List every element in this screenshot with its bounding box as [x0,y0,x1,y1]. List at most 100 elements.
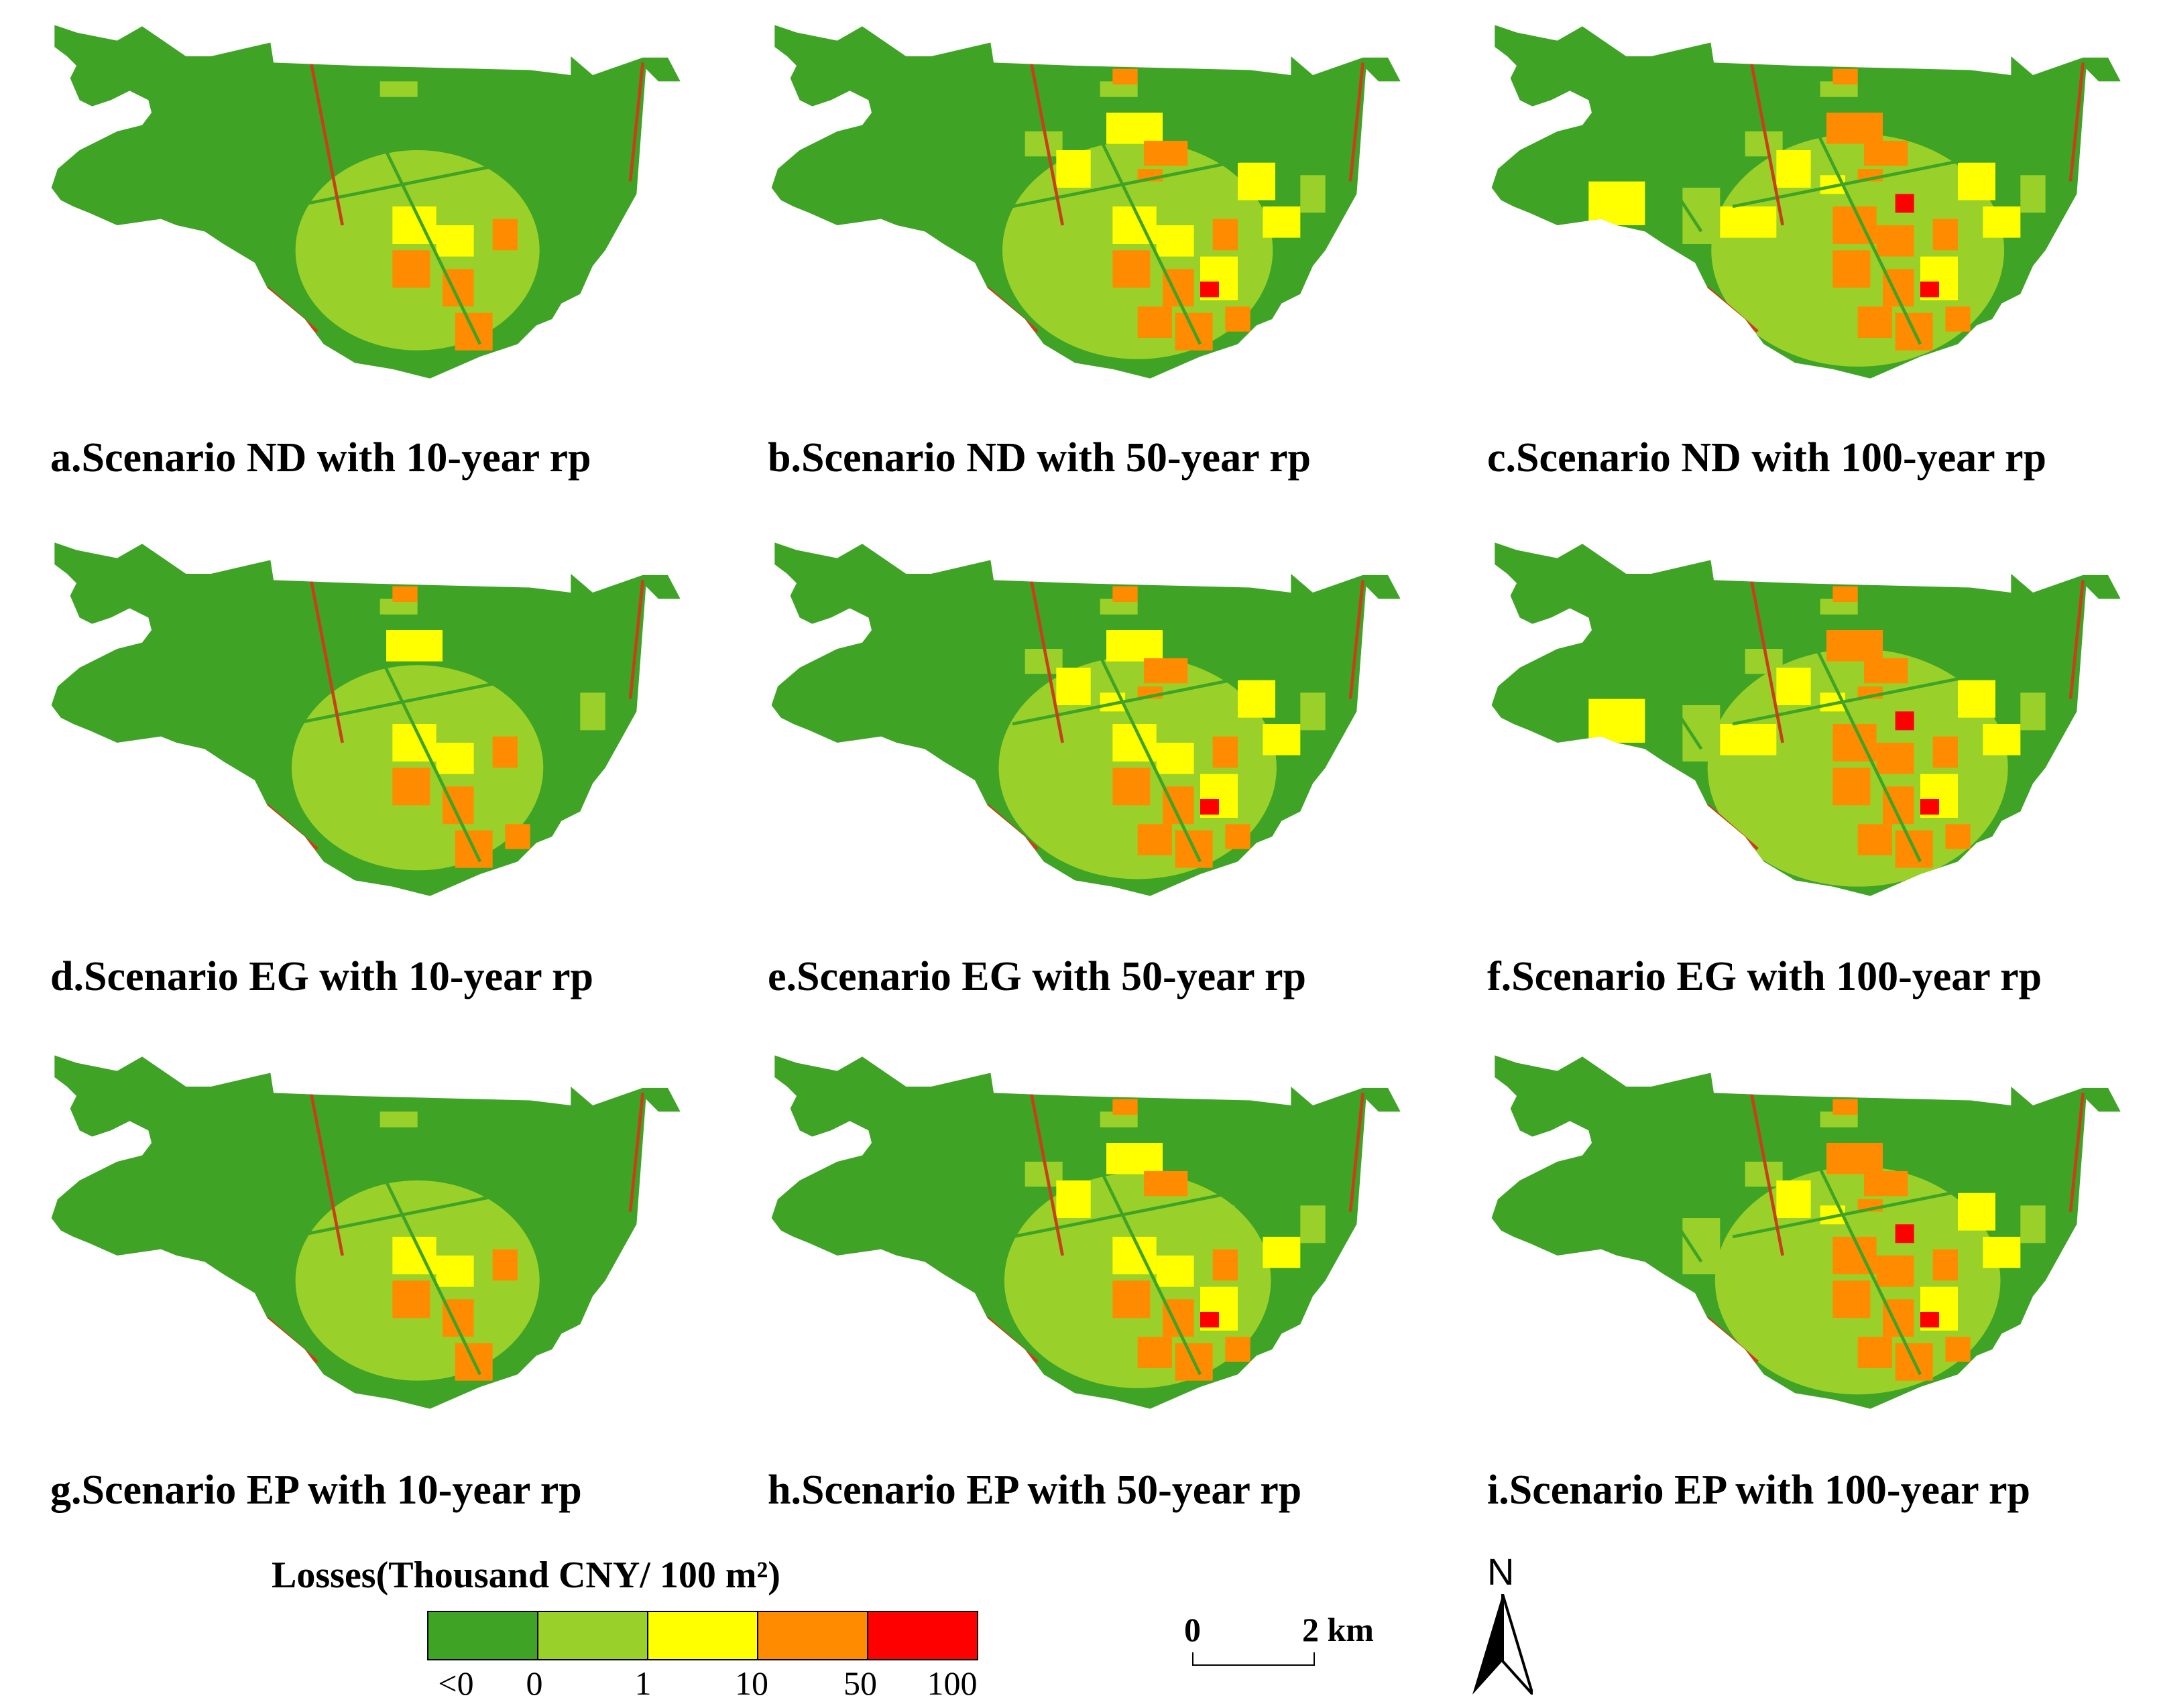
loss-patch [1200,1205,1235,1231]
legend-swatch-50-100 [868,1612,977,1659]
loss-patch [1263,206,1301,238]
loss-patch [1820,1111,1858,1127]
road-line [1086,111,1202,345]
loss-patch [1200,799,1219,815]
loss-patch [1920,692,1955,718]
road-line [292,660,606,726]
loss-patch [1945,1337,1971,1362]
loss-patch [1156,743,1194,774]
road-line [1012,1172,1326,1239]
loss-patch [505,824,530,849]
loss-patch [1820,599,1858,615]
loss-patch [1300,692,1326,731]
map-panel [739,536,1436,912]
loss-patch [1225,1337,1250,1362]
loss-patch [1056,150,1091,188]
road-line [292,142,606,208]
loss-patch [1156,225,1194,257]
road-line [873,68,983,233]
road-line [1086,1142,1202,1376]
road-line [153,1098,263,1263]
loss-patch [1088,805,1125,849]
loss-patch [1983,724,2021,755]
loss-patch [1100,599,1138,615]
map-panel [739,19,1436,394]
loss-patch [1056,668,1091,705]
scale-bar-start-label: 0 [1184,1611,1201,1648]
loss-patch [1200,282,1219,298]
loss-patch [1920,1205,1955,1231]
loss-patch [1932,219,1958,251]
road-line [1749,579,1784,743]
loss-patch [1720,724,1777,755]
loss-patch [1832,1280,1871,1319]
loss-patch [1300,1205,1326,1243]
loss-patch [1770,256,1808,294]
map-panel [19,1049,716,1424]
loss-patch [1832,1099,1858,1115]
panel-caption: g.Scenario EP with 10-year rp [50,1467,582,1513]
road-line [1348,1093,1364,1212]
road-line [2068,1093,2085,1212]
loss-patch [1238,162,1275,200]
panel-caption: f.Scenario EG with 100-year rp [1487,954,2042,999]
loss-patch [1682,1218,1721,1274]
loss-patch [392,250,430,288]
flood-loss-map [1491,25,2121,379]
loss-patch [1864,658,1908,684]
loss-patch [1144,1171,1188,1197]
loss-patch [1832,68,1858,84]
flood-loss-map [771,25,1401,379]
flood-loss-map [51,1055,681,1409]
road-line [873,1098,983,1263]
flood-loss-map [51,542,681,896]
road-line [1806,629,1922,863]
flood-loss-map [1491,1055,2121,1409]
loss-patch [1958,1193,1995,1231]
loss-patch [2020,175,2046,213]
loss-patch [380,599,418,615]
loss-patch [1876,743,1914,774]
loss-patch [1112,1099,1138,1115]
road-line [153,585,263,750]
road-line [365,1142,482,1376]
road-line [1012,660,1326,726]
loss-patch [1137,824,1172,855]
road-line [1086,629,1202,863]
loss-patch [1895,711,1914,731]
road-line [1593,68,1703,233]
flood-loss-map [771,1055,1401,1409]
flood-loss-map [1491,542,2121,896]
road-line [1806,1142,1922,1376]
map-panel [19,19,716,394]
road-line [628,580,644,699]
loss-patch [386,630,443,662]
loss-patch [1300,175,1326,213]
loss-patch [1958,680,1995,718]
road-line [365,111,482,345]
legend-title: Losses(Thousand CNY/ 100 m²) [272,1554,780,1596]
flood-loss-map [771,542,1401,896]
loss-patch [2020,1205,2046,1243]
loss-patch [1826,1143,1883,1174]
legend-tick: 0 [526,1664,543,1702]
loss-patch [1895,194,1914,213]
panel-caption: i.Scenario EP with 100-year rp [1487,1467,2030,1513]
loss-patch [492,736,518,768]
loss-patch [492,219,518,251]
loss-patch [1200,692,1235,718]
loss-patch [1776,1180,1811,1218]
loss-patch [380,81,418,97]
panel-caption: d.Scenario EG with 10-year rp [50,954,593,999]
road-line [1749,1092,1784,1256]
map-panel [1459,536,2156,912]
loss-patch [392,768,430,806]
road-line [309,62,344,226]
loss-patch [1770,774,1808,812]
road-line [1732,660,2046,726]
map-panel [19,536,716,912]
loss-patch [1832,586,1858,602]
loss-patch [1137,306,1172,338]
road-line [2068,580,2085,699]
road-line [1593,585,1703,750]
